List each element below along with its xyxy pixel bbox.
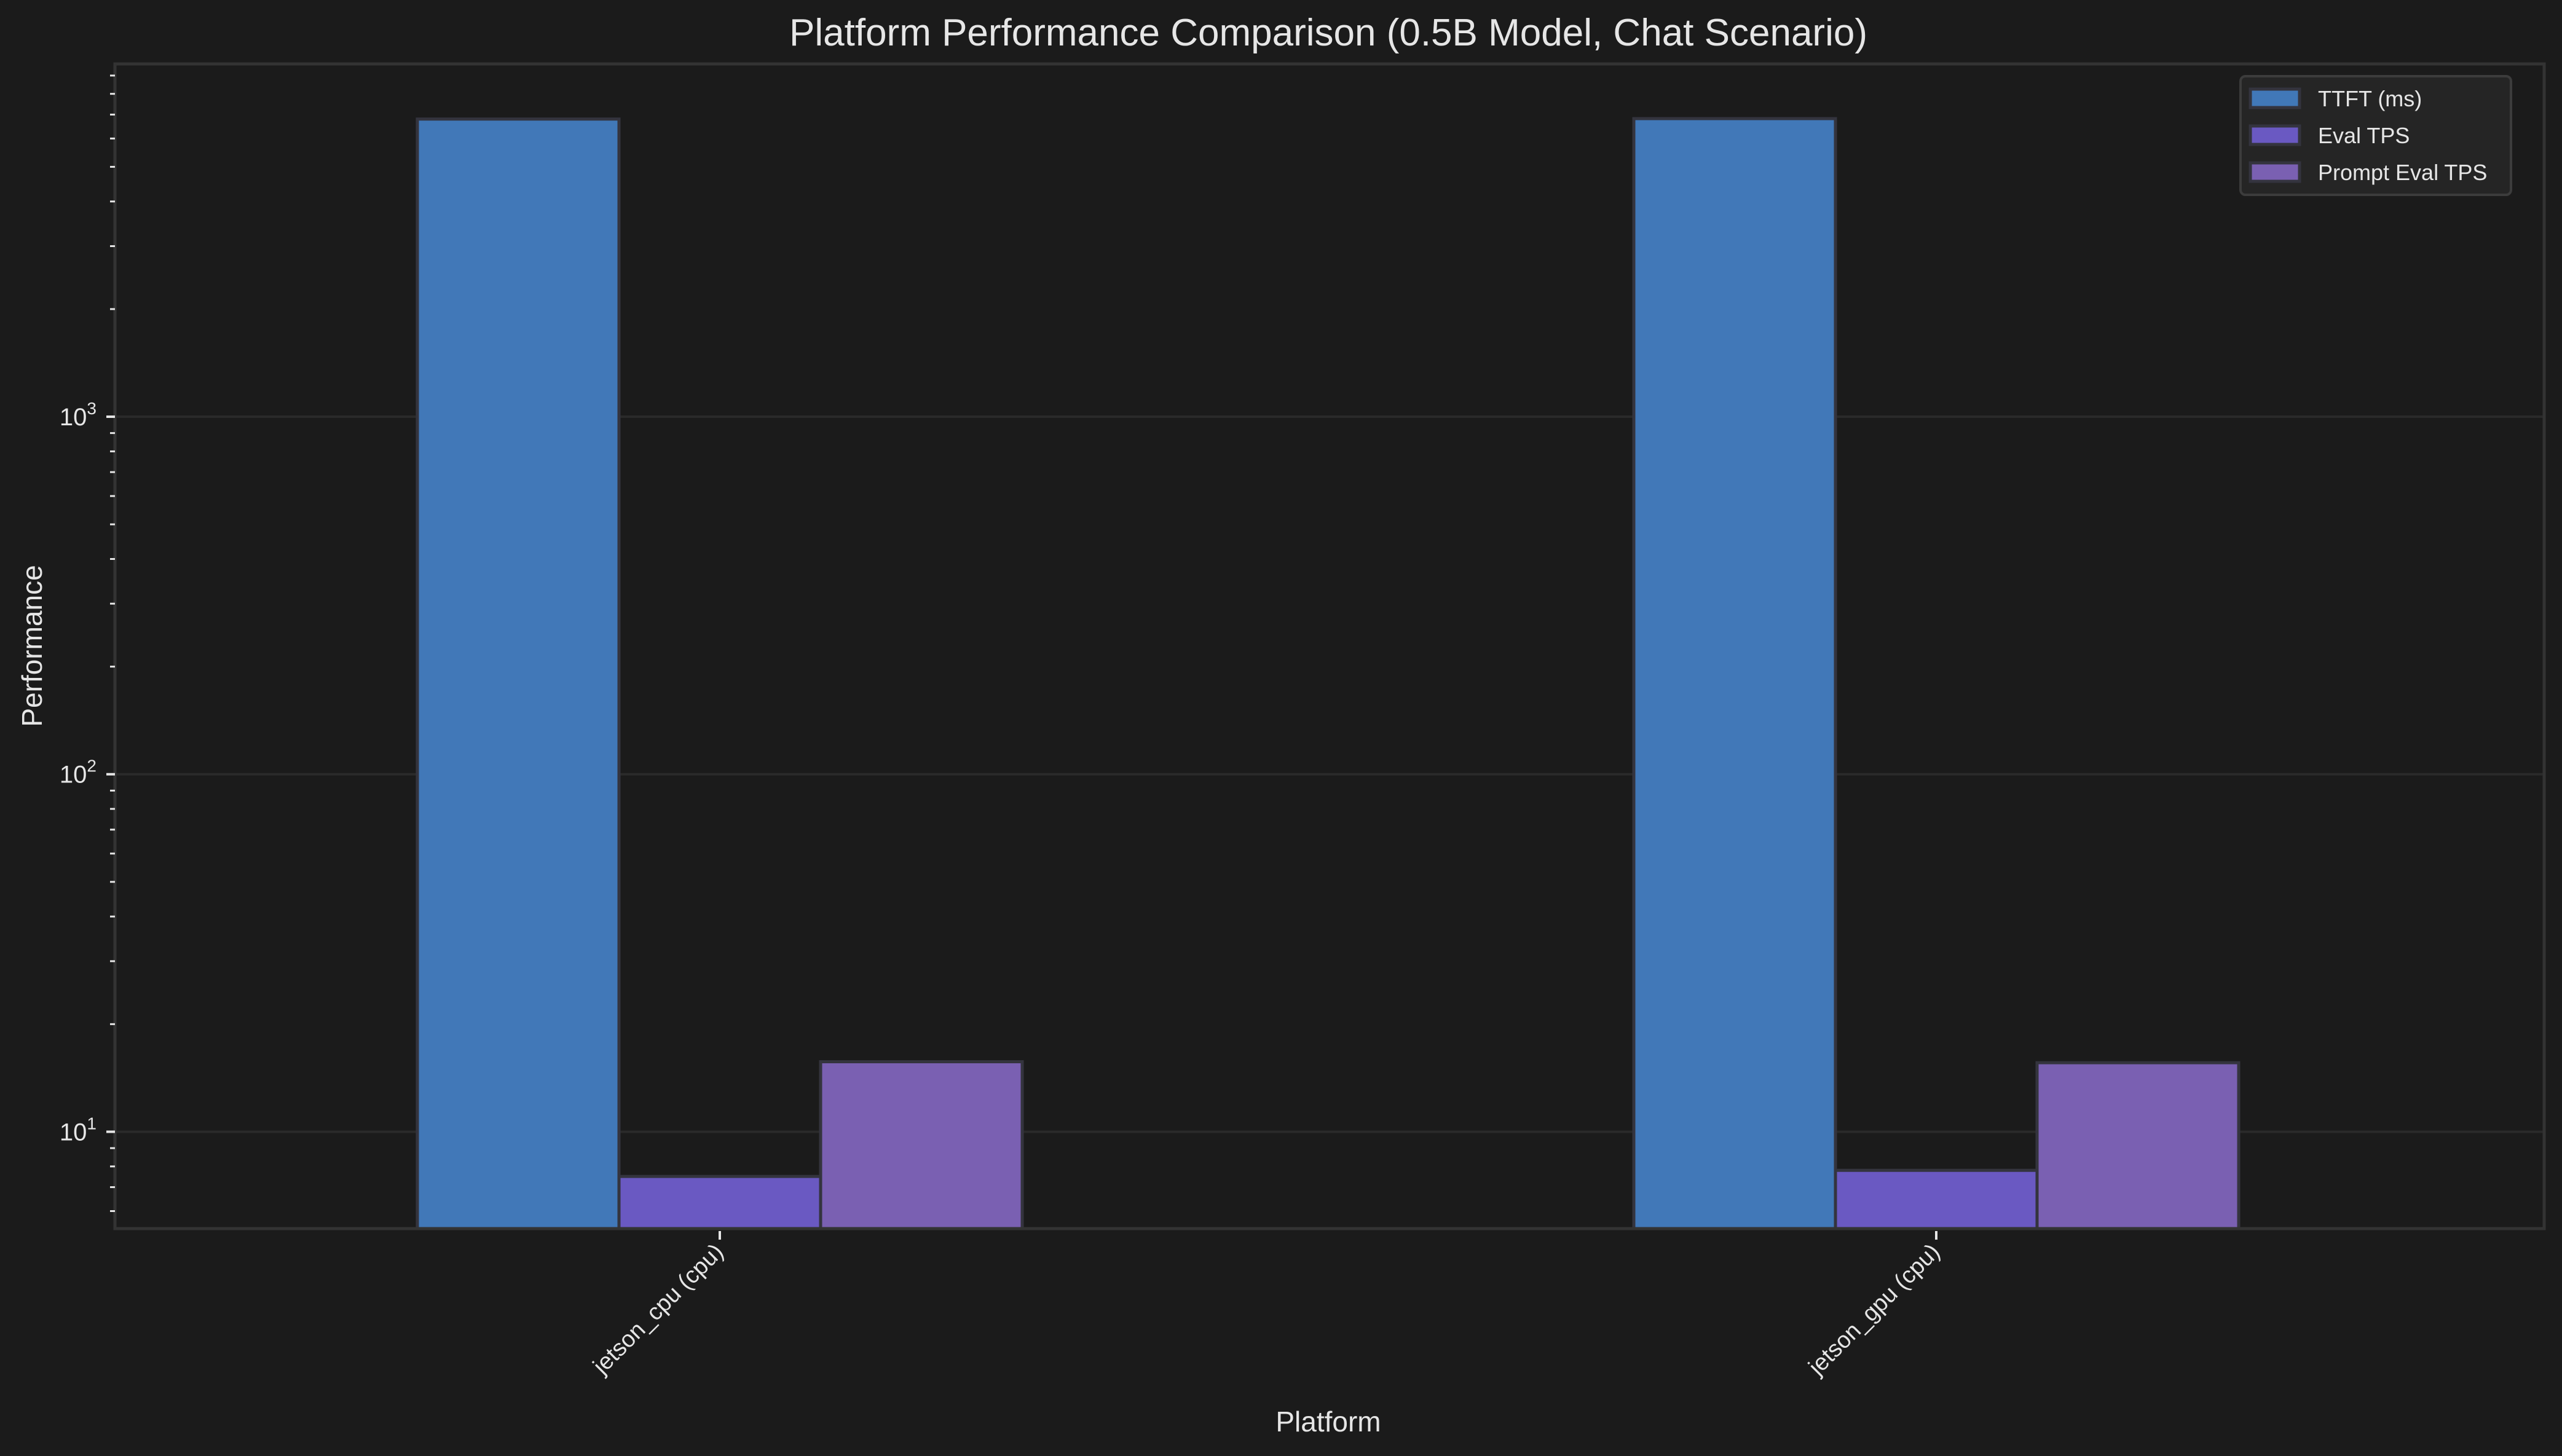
legend-box [2239,75,2512,196]
x-axis-ticks: jetson_cpu (cpu) jetson_gpu (cpu) [588,1231,1945,1380]
legend-swatch [2249,124,2301,146]
y-axis-label: Performance [16,565,48,726]
bar-ttft-ms [416,117,621,1230]
legend-swatch [2249,87,2301,109]
x-tick-label: jetson_cpu (cpu) [588,1239,728,1380]
axes-frame [113,62,2546,1230]
bar-prompt-eval-tps [819,1060,1024,1230]
legend-label: Eval TPS [2318,123,2410,148]
x-axis-label: Platform [1275,1406,1381,1438]
bars [416,117,2241,1230]
bar-prompt-eval-tps [2035,1061,2241,1230]
y-tick-label: 101 [60,1114,97,1146]
bar-ttft-ms [1632,117,1837,1230]
x-tick-label: jetson_gpu (cpu) [1803,1239,1945,1381]
y-tick-label: 103 [60,399,97,431]
legend-swatch [2249,161,2301,183]
legend-label: Prompt Eval TPS [2318,160,2487,185]
bar-eval-tps [1834,1168,2039,1230]
y-axis-ticks: 101 102 103 [60,74,115,1213]
bar-eval-tps [617,1175,822,1230]
legend-label: TTFT (ms) [2318,86,2422,111]
y-tick-label: 102 [60,757,97,789]
chart-title: Platform Performance Comparison (0.5B Mo… [789,12,1867,54]
legend: TTFT (ms) Eval TPS Prompt Eval TPS [2239,75,2512,196]
